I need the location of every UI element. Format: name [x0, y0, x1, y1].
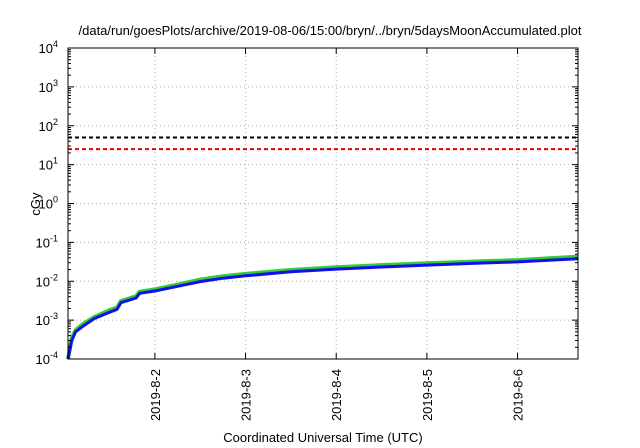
x-tick-label: 2019-8-3	[239, 369, 254, 421]
grid	[68, 48, 578, 359]
y-tick-label: 102	[39, 117, 58, 134]
y-tick-label: 10-3	[36, 311, 58, 328]
x-tick-label: 2019-8-5	[420, 369, 435, 421]
x-tick-label: 2019-8-6	[511, 369, 526, 421]
series-layer	[66, 254, 579, 360]
y-tick-label: 101	[39, 156, 58, 173]
y-tick-label: 104	[39, 39, 58, 56]
y-tick-label: 10-4	[36, 350, 58, 367]
reference-lines	[68, 136, 578, 151]
y-tick-label: 103	[39, 78, 58, 95]
x-axis-label: Coordinated Universal Time (UTC)	[223, 430, 422, 445]
y-tick-label: 10-2	[36, 272, 58, 289]
y-axis-label: cGy	[28, 192, 43, 216]
y-tick-label: 100	[39, 195, 58, 212]
series-line	[66, 257, 579, 360]
series-line	[66, 254, 579, 360]
y-axis: 10-4 10-3 10-2 10-1 100 101 102 103 104	[36, 39, 578, 367]
x-tick-label: 2019-8-4	[329, 369, 344, 421]
chart-title: /data/run/goesPlots/archive/2019-08-06/1…	[79, 23, 582, 38]
x-tick-label: 2019-8-2	[148, 369, 163, 421]
y-tick-label: 10-1	[36, 233, 58, 250]
x-axis: 2019-8-2 2019-8-3 2019-8-4 2019-8-5 2019-8-6	[148, 48, 526, 421]
